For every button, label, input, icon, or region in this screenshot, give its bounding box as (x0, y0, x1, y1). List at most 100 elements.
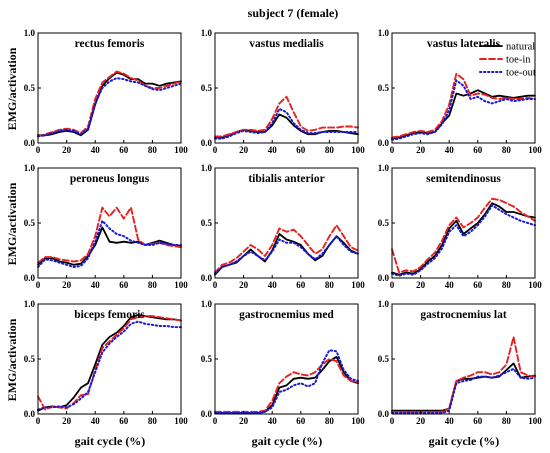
panel-title: vastus medialis (249, 38, 324, 50)
panel-title: vastus lateralis (427, 38, 501, 50)
x-tick-label: 100 (351, 416, 365, 426)
x-tick-label: 80 (502, 416, 512, 426)
x-tick-label: 40 (91, 145, 101, 155)
series-line-toe-out (37, 320, 182, 411)
x-tick-label: 40 (445, 280, 455, 290)
x-tick-label: 100 (174, 416, 188, 426)
y-axis-label-row-1: EMG/activation (5, 47, 19, 130)
series-line-natural (391, 89, 536, 140)
panel-vastus-medialis: vastus medialis 0 20 40 60 80 100 0.0 0.5 1.0 (201, 28, 366, 155)
x-tick-label: 0 (390, 145, 395, 155)
series-line-toe-out (391, 367, 536, 414)
x-tick-label: 40 (91, 416, 101, 426)
x-tick-label: 80 (148, 416, 158, 426)
series-line-toe-out (37, 219, 182, 268)
series-line-natural (214, 113, 359, 139)
series-line-toe-out (391, 79, 536, 141)
y-tick-label: 0.5 (24, 83, 36, 93)
x-tick-label: 40 (268, 280, 278, 290)
y-tick-label: 0.0 (24, 138, 36, 148)
panel-title: semitendinosus (426, 173, 501, 185)
x-tick-label: 0 (36, 280, 41, 290)
series-line-toe-out (214, 235, 359, 275)
series-line-toe-in (214, 95, 359, 138)
y-tick-label: 0.5 (201, 354, 213, 364)
y-axis-label-row-2: EMG/activation (5, 182, 19, 265)
series-line-natural (391, 362, 536, 412)
y-tick-label: 0.5 (378, 83, 390, 93)
panel-title: peroneus longus (70, 173, 150, 185)
legend-label-toe-out: toe-out (506, 68, 536, 79)
x-tick-label: 40 (445, 145, 455, 155)
x-axis-label-col-2: gait cycle (%) (252, 434, 323, 448)
x-tick-label: 100 (528, 280, 542, 290)
x-tick-label: 80 (502, 145, 512, 155)
y-tick-label: 0.5 (24, 354, 36, 364)
panel-gastrocnemius-med: gastrocnemius med 0 20 40 60 80 100 0.0 0.5 1.0 (201, 299, 366, 426)
series-line-natural (37, 226, 182, 266)
series-line-toe-out (391, 204, 536, 277)
legend: natural toe-in toe-out (479, 42, 536, 79)
x-tick-label: 60 (296, 416, 306, 426)
y-axis-label-row-3: EMG/activation (5, 318, 19, 401)
y-tick-label: 1.0 (201, 299, 213, 309)
panel-tibialis-anterior: tibialis anterior 0 20 40 60 80 100 0.0 0.5 1.0 (201, 163, 366, 290)
y-tick-label: 1.0 (24, 163, 36, 173)
x-tick-label: 0 (36, 145, 41, 155)
series-line-toe-out (37, 77, 182, 138)
y-tick-label: 1.0 (201, 163, 213, 173)
y-tick-label: 1.0 (201, 28, 213, 38)
x-tick-label: 100 (174, 145, 188, 155)
series-line-natural (214, 355, 359, 414)
series-line-toe-out (214, 107, 359, 140)
x-tick-label: 0 (213, 280, 218, 290)
x-tick-label: 20 (239, 416, 249, 426)
y-tick-label: 1.0 (378, 299, 390, 309)
x-tick-label: 80 (325, 416, 335, 426)
x-tick-label: 100 (174, 280, 188, 290)
x-tick-label: 60 (119, 280, 129, 290)
x-tick-label: 40 (91, 280, 101, 290)
y-tick-label: 0.5 (378, 354, 390, 364)
x-axis-label-col-3: gait cycle (%) (429, 434, 500, 448)
series-line-toe-in (37, 315, 182, 411)
legend-label-natural: natural (506, 42, 535, 53)
series-line-toe-in (37, 70, 182, 138)
y-tick-label: 0.5 (378, 218, 390, 228)
x-tick-label: 40 (445, 416, 455, 426)
x-tick-label: 80 (325, 280, 335, 290)
y-tick-label: 0.0 (378, 273, 390, 283)
y-tick-label: 0.0 (201, 138, 213, 148)
x-tick-label: 0 (390, 416, 395, 426)
y-tick-label: 0.0 (378, 409, 390, 419)
x-tick-label: 60 (473, 416, 483, 426)
x-tick-label: 20 (62, 145, 72, 155)
panel-title: gastrocnemius lat (420, 309, 507, 321)
x-tick-label: 60 (119, 145, 129, 155)
x-tick-label: 100 (528, 145, 542, 155)
series-line-toe-in (37, 206, 182, 264)
x-axis-label-col-1: gait cycle (%) (75, 434, 146, 448)
figure-title: subject 7 (female) (248, 6, 339, 20)
panel-biceps-femoris: biceps femoris 0 20 40 60 80 100 0.0 0.5 1.0 (24, 299, 189, 426)
series-line-toe-in (391, 197, 536, 274)
y-tick-label: 1.0 (24, 299, 36, 309)
y-tick-label: 0.0 (378, 138, 390, 148)
x-tick-label: 80 (325, 145, 335, 155)
legend-label-toe-in: toe-in (506, 55, 531, 66)
y-tick-label: 0.0 (201, 273, 213, 283)
x-tick-label: 40 (268, 416, 278, 426)
panel-title: tibialis anterior (248, 173, 324, 185)
x-tick-label: 0 (213, 416, 218, 426)
x-tick-label: 100 (528, 416, 542, 426)
series-line-toe-in (214, 358, 359, 413)
x-tick-label: 20 (416, 416, 426, 426)
x-tick-label: 20 (239, 280, 249, 290)
x-tick-label: 100 (351, 145, 365, 155)
x-tick-label: 60 (473, 145, 483, 155)
x-tick-label: 60 (119, 416, 129, 426)
x-tick-label: 20 (239, 145, 249, 155)
x-tick-label: 20 (416, 145, 426, 155)
